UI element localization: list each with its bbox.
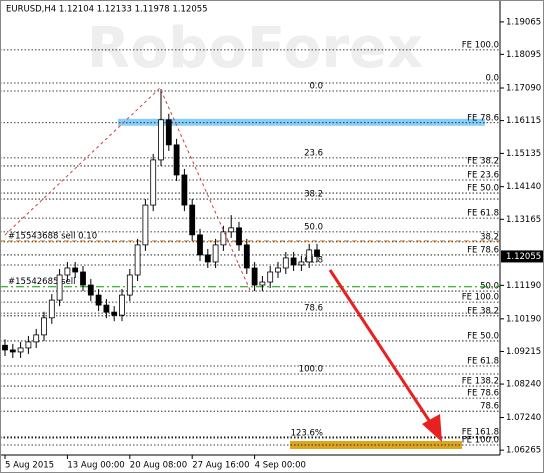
zone bbox=[118, 118, 485, 126]
level-label: FE 50.0 bbox=[467, 331, 499, 341]
level-label: FE 78.6 bbox=[467, 113, 499, 123]
level-label: FE 78.6 bbox=[467, 389, 499, 399]
watermark: RoboForex bbox=[87, 16, 423, 81]
x-tick-label: 27 Aug 16:00 bbox=[192, 461, 249, 471]
level-label: FE 61.8 bbox=[467, 209, 499, 219]
order-label: #15542685 sell bbox=[8, 277, 75, 287]
level-label: 38.2 bbox=[304, 190, 323, 200]
level-label: FE 100.0 bbox=[462, 435, 499, 445]
candle-body bbox=[119, 294, 125, 316]
y-tick-label: 1.14140 bbox=[506, 182, 541, 192]
level-label: 23.6 bbox=[304, 148, 323, 158]
candle-body bbox=[267, 271, 274, 283]
candle-body bbox=[9, 349, 16, 353]
candle-body bbox=[236, 227, 242, 246]
level-label: FE 138.2 bbox=[462, 377, 499, 387]
candle-body bbox=[306, 249, 313, 263]
candle-body bbox=[2, 344, 8, 351]
candle-body bbox=[142, 204, 149, 246]
level-label: FE 100.0 bbox=[462, 293, 499, 303]
trend-arrow bbox=[328, 269, 442, 442]
candle-body bbox=[150, 159, 157, 206]
current-price-box bbox=[501, 250, 543, 263]
x-tick-label: 4 Sep 00:00 bbox=[255, 461, 306, 471]
candle-body bbox=[290, 257, 297, 266]
level-label: 61.8 bbox=[304, 255, 323, 265]
y-tick-label: 1.16115 bbox=[506, 116, 541, 126]
zigzag-line bbox=[4, 87, 251, 291]
candle-body bbox=[165, 119, 172, 146]
candle-body bbox=[87, 284, 94, 296]
y-tick-label: 1.19065 bbox=[506, 17, 541, 27]
level-label: 78.6 bbox=[480, 402, 499, 412]
candle-body bbox=[197, 234, 203, 256]
level-label: 0.0 bbox=[309, 82, 323, 92]
level-label: FE 38.2 bbox=[467, 156, 499, 166]
candle-body bbox=[173, 144, 180, 176]
candle-body bbox=[181, 174, 188, 206]
candle-body bbox=[111, 311, 118, 316]
candle-body bbox=[41, 317, 47, 336]
y-tick-label: 1.10190 bbox=[506, 314, 541, 324]
candle-body bbox=[95, 294, 102, 306]
level-label: 50.0 bbox=[480, 282, 499, 292]
candle-body bbox=[204, 254, 211, 263]
candle-body bbox=[251, 267, 258, 286]
y-tick-label: 1.08240 bbox=[506, 380, 541, 390]
level-label: FE 161.8 bbox=[462, 427, 499, 437]
candle-body bbox=[103, 304, 110, 313]
level-label: 78.6 bbox=[304, 304, 323, 314]
candle-body bbox=[259, 281, 266, 286]
y-tick-label: 1.15135 bbox=[506, 149, 541, 159]
y-tick-label: 1.07240 bbox=[506, 413, 541, 423]
y-tick-label: 1.18095 bbox=[506, 50, 541, 60]
x-tick-label: 13 Aug 00:00 bbox=[67, 461, 124, 471]
candle-body bbox=[126, 274, 133, 296]
candle-body bbox=[212, 244, 219, 263]
y-tick-label: 1.11190 bbox=[506, 281, 541, 291]
x-tick-label: 20 Aug 08:00 bbox=[130, 461, 187, 471]
order-label: #15543688 sell 0.10 bbox=[8, 231, 97, 241]
level-label: FE 78.6 bbox=[467, 245, 499, 255]
level-label: FE 100.0 bbox=[462, 40, 499, 50]
x-tick-label: 5 Aug 2015 bbox=[5, 461, 54, 471]
candle-body bbox=[220, 231, 227, 246]
candle-body bbox=[72, 267, 79, 273]
level-label: FE 61.8 bbox=[467, 357, 499, 367]
candle-body bbox=[282, 257, 289, 269]
level-label: 50.0 bbox=[304, 222, 323, 232]
level-label: 0.0 bbox=[485, 73, 499, 83]
level-label: FE 38.2 bbox=[467, 306, 499, 316]
arrow-head bbox=[422, 414, 442, 442]
level-label: FE 23.6 bbox=[467, 170, 499, 180]
candle-body bbox=[314, 249, 320, 257]
candle-body bbox=[189, 204, 196, 236]
level-label: 123.6% bbox=[291, 428, 323, 438]
candle-body bbox=[228, 227, 235, 233]
level-label: 38.2 bbox=[480, 232, 499, 242]
level-label: FE 50.0 bbox=[467, 184, 499, 194]
arrow-shaft bbox=[328, 269, 434, 426]
level-label: 100.0 bbox=[299, 365, 323, 375]
candle-body bbox=[275, 267, 281, 273]
y-tick-label: 1.09215 bbox=[506, 347, 541, 357]
chart-title: EURUSD,H4 1.12104 1.12133 1.11978 1.1205… bbox=[6, 5, 208, 15]
candle-body bbox=[80, 271, 86, 286]
candle-body bbox=[134, 244, 141, 276]
candle-body bbox=[158, 119, 164, 161]
candle-body bbox=[298, 261, 305, 266]
y-tick-label: 1.13165 bbox=[506, 215, 541, 225]
y-tick-label: 1.06265 bbox=[506, 446, 541, 456]
candle-body bbox=[48, 299, 55, 319]
candle-body bbox=[25, 341, 32, 349]
candle-body bbox=[243, 244, 250, 269]
current-price-label: 1.12055 bbox=[506, 252, 541, 262]
candle-body bbox=[33, 334, 40, 343]
candle-body bbox=[17, 347, 24, 353]
y-tick-label: 1.17090 bbox=[506, 83, 541, 93]
candle-body bbox=[56, 274, 63, 301]
candle-body bbox=[64, 267, 71, 276]
